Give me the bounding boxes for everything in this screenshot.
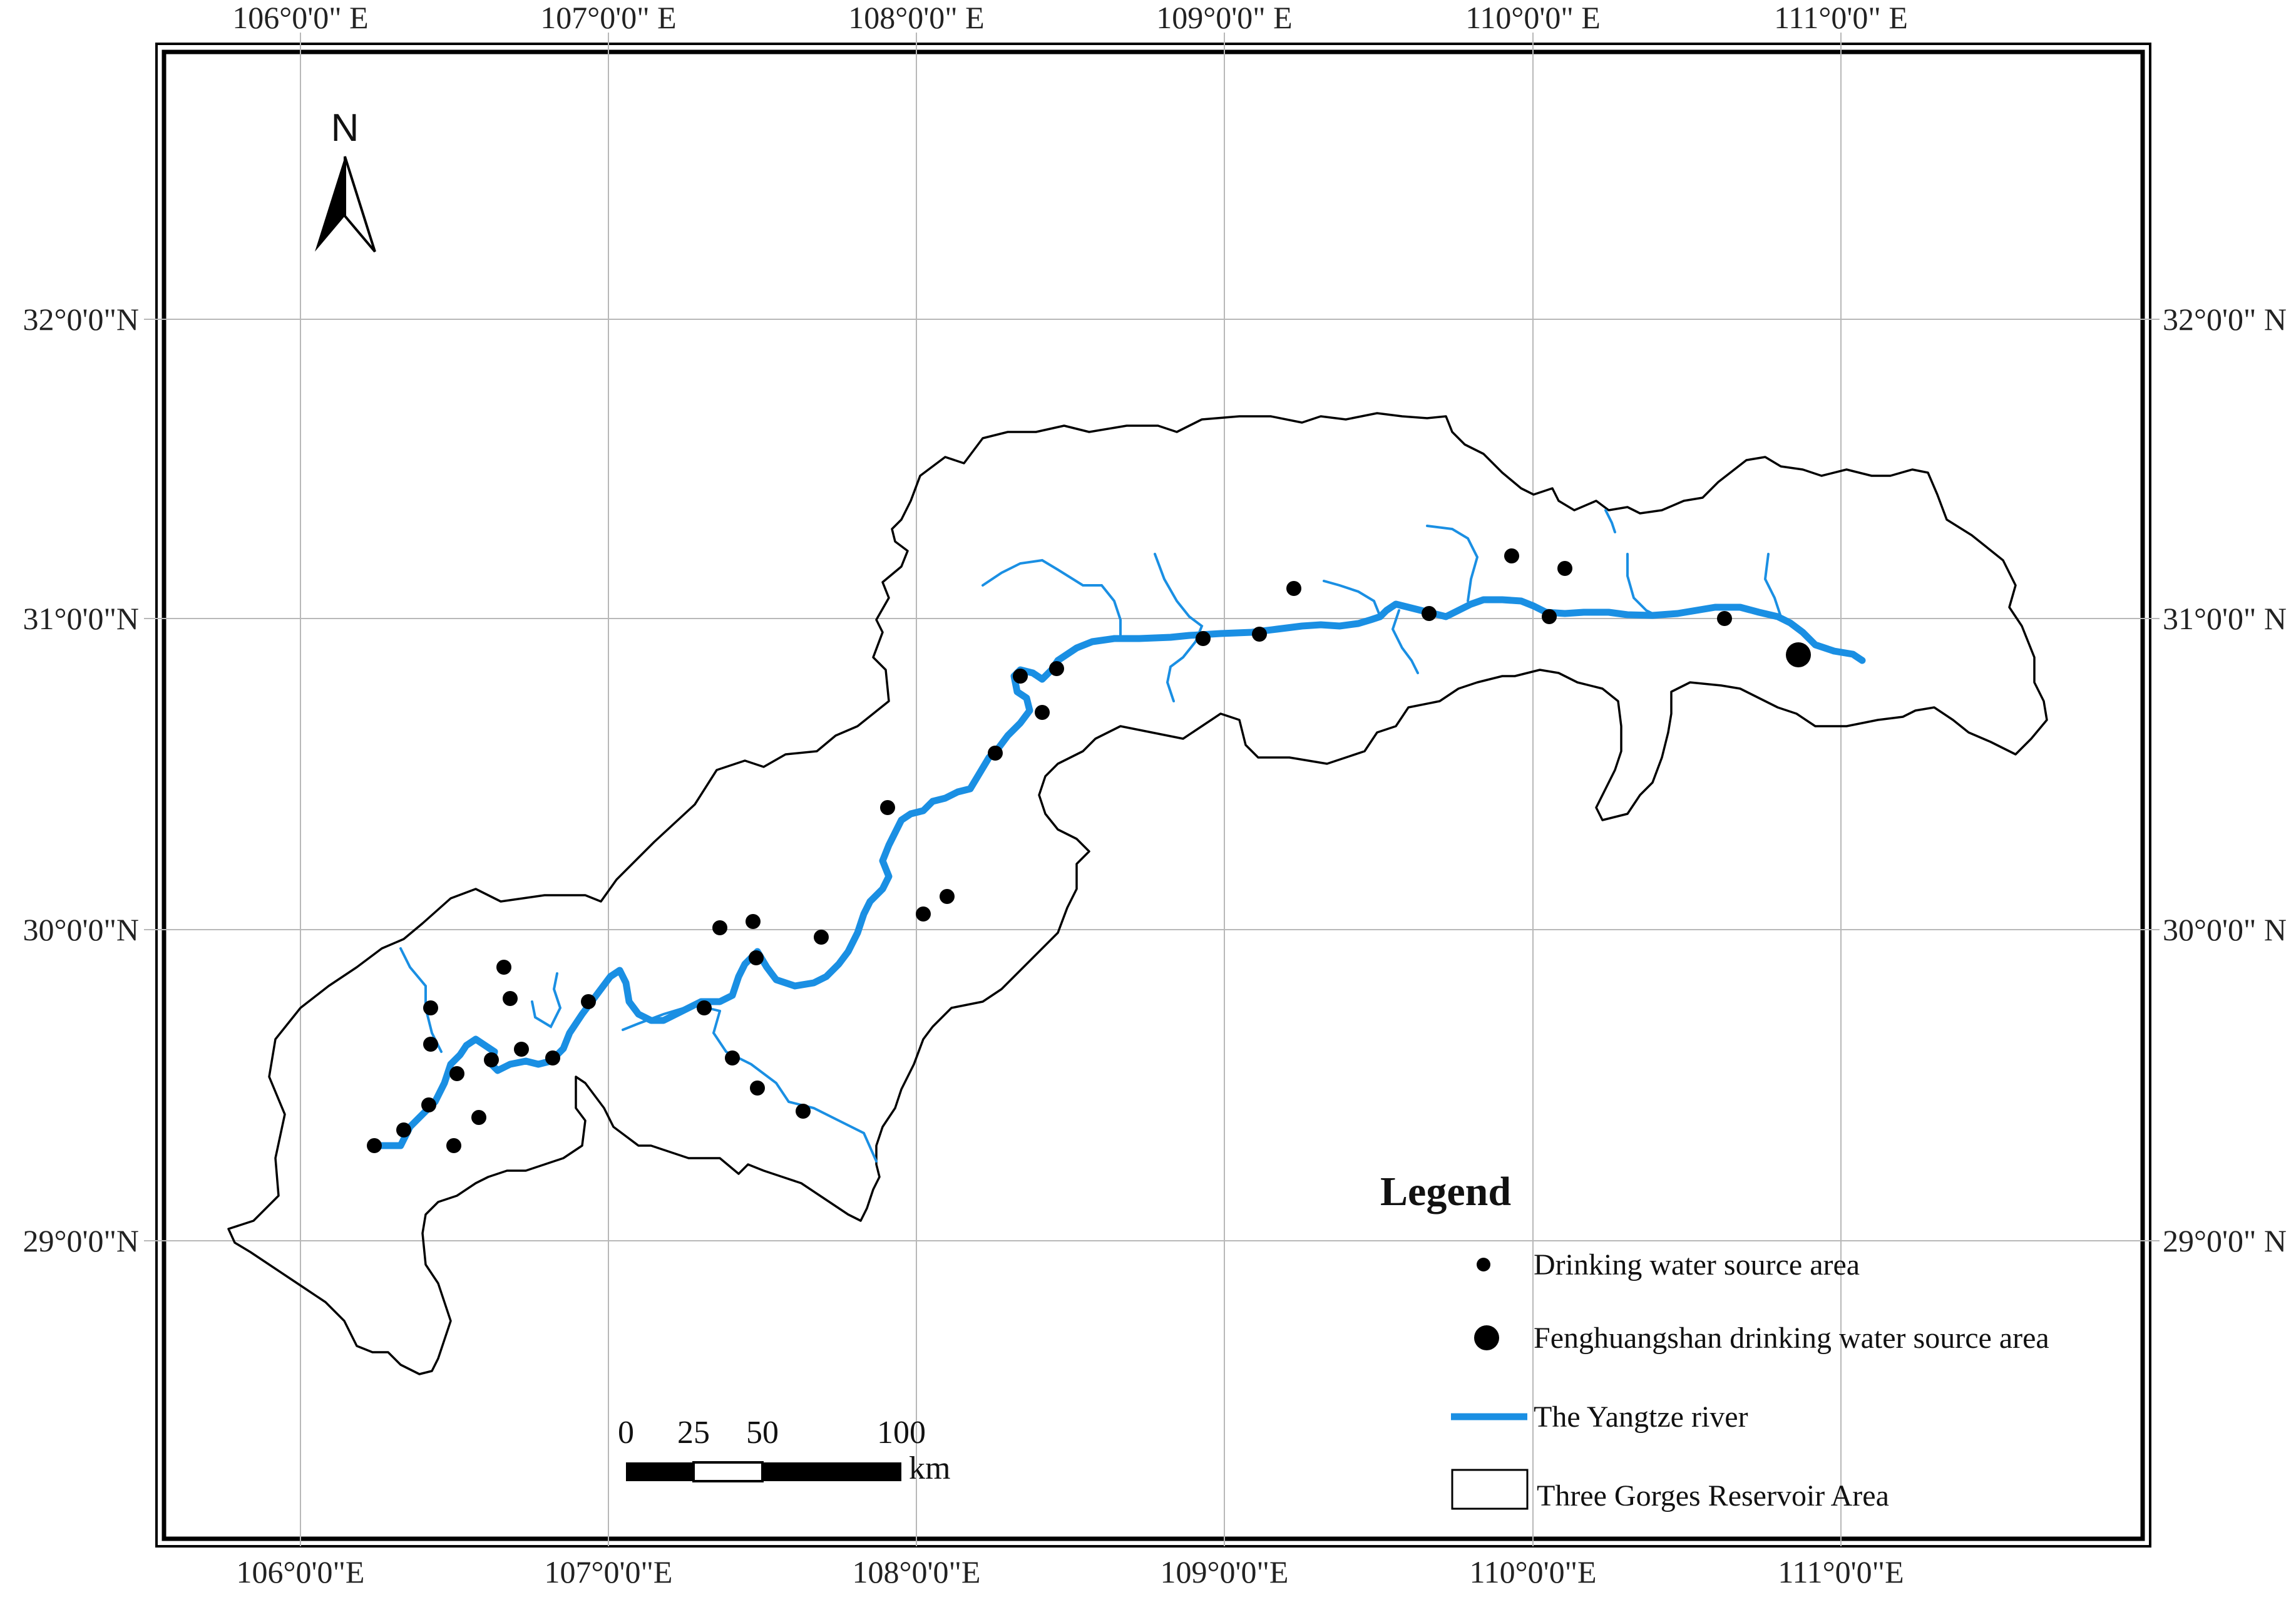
water-source-point bbox=[449, 1066, 464, 1081]
scale-tick-label: 50 bbox=[746, 1415, 779, 1451]
lat-label-right: 30°0'0" N bbox=[2163, 912, 2287, 947]
lon-label-top: 111°0'0" E bbox=[1774, 0, 1908, 35]
legend-item-label: The Yangtze river bbox=[1534, 1400, 1748, 1434]
water-source-point bbox=[1422, 606, 1437, 621]
lon-label-top: 108°0'0" E bbox=[848, 0, 984, 35]
water-source-point bbox=[712, 920, 727, 935]
fenghuangshan-point bbox=[1786, 642, 1811, 667]
water-source-points bbox=[367, 548, 1811, 1153]
water-source-point bbox=[697, 1000, 712, 1015]
lon-label-bottom: 110°0'0"E bbox=[1469, 1554, 1596, 1589]
water-source-point bbox=[484, 1052, 499, 1067]
water-source-point bbox=[1286, 581, 1301, 596]
water-source-point bbox=[749, 950, 764, 965]
water-source-point bbox=[514, 1042, 529, 1057]
reservoir-boundary bbox=[227, 412, 2048, 1375]
lon-label-bottom: 109°0'0"E bbox=[1161, 1554, 1289, 1589]
north-label: N bbox=[331, 106, 359, 150]
water-source-point bbox=[1013, 669, 1028, 684]
lat-label-left: 31°0'0"N bbox=[23, 601, 139, 636]
water-source-point bbox=[1717, 611, 1732, 626]
outer-frame bbox=[155, 43, 2151, 1548]
legend-title: Legend bbox=[1380, 1169, 1511, 1214]
lat-labels-right: 32°0'0" N 31°0'0" N 30°0'0" N 29°0'0" N bbox=[2163, 302, 2287, 1258]
lon-label-top: 109°0'0" E bbox=[1156, 0, 1292, 35]
water-source-point bbox=[423, 1037, 438, 1052]
water-source-point bbox=[471, 1110, 486, 1125]
scale-segment bbox=[692, 1461, 764, 1482]
water-source-point bbox=[916, 906, 931, 922]
water-source-point bbox=[446, 1138, 461, 1153]
lat-label-right: 29°0'0" N bbox=[2163, 1223, 2287, 1258]
tributaries bbox=[399, 509, 1782, 1163]
lon-labels-top: 106°0'0" E 107°0'0" E 108°0'0" E 109°0'0… bbox=[232, 0, 1908, 35]
lon-label-bottom: 107°0'0"E bbox=[545, 1554, 673, 1589]
lon-label-top: 107°0'0" E bbox=[540, 0, 676, 35]
water-source-point bbox=[814, 930, 829, 945]
water-source-point bbox=[367, 1138, 382, 1153]
legend-large-dot-icon bbox=[1474, 1325, 1499, 1350]
lat-label-right: 31°0'0" N bbox=[2163, 601, 2287, 636]
scale-tick-label: 25 bbox=[677, 1415, 710, 1451]
scale-tick-label: 100 bbox=[877, 1415, 926, 1451]
lon-label-bottom: 111°0'0"E bbox=[1778, 1554, 1904, 1589]
water-source-point bbox=[988, 746, 1003, 761]
water-source-point bbox=[796, 1104, 811, 1119]
legend-area-box-icon bbox=[1451, 1469, 1529, 1510]
water-source-point bbox=[503, 991, 518, 1006]
legend-item-label: Fenghuangshan drinking water source area bbox=[1534, 1322, 2049, 1355]
water-source-point bbox=[423, 1000, 438, 1015]
water-source-point bbox=[1196, 631, 1211, 646]
lat-label-left: 32°0'0"N bbox=[23, 302, 139, 337]
water-source-point bbox=[750, 1081, 765, 1096]
water-source-point bbox=[746, 914, 761, 929]
lon-labels-bottom: 106°0'0"E 107°0'0"E 108°0'0"E 109°0'0"E … bbox=[237, 1554, 1904, 1589]
water-source-point bbox=[1252, 627, 1267, 642]
water-source-point bbox=[496, 960, 511, 975]
graticule bbox=[144, 33, 2160, 1546]
water-source-point bbox=[940, 889, 955, 904]
water-source-point bbox=[1049, 661, 1064, 676]
water-source-point bbox=[880, 800, 895, 815]
water-source-point bbox=[1542, 609, 1557, 624]
legend-item-label: Drinking water source area bbox=[1534, 1248, 1860, 1281]
water-source-point bbox=[725, 1050, 740, 1065]
water-source-point bbox=[1035, 705, 1050, 720]
scale-tick-label: 0 bbox=[618, 1415, 634, 1451]
lat-label-right: 32°0'0" N bbox=[2163, 302, 2287, 337]
water-source-point bbox=[421, 1097, 436, 1112]
lat-labels-left: 32°0'0"N 31°0'0"N 30°0'0"N 29°0'0"N bbox=[23, 302, 139, 1258]
legend-small-dot-icon bbox=[1477, 1258, 1490, 1271]
legend-item-label: Three Gorges Reservoir Area bbox=[1537, 1479, 1889, 1512]
water-source-point bbox=[545, 1050, 560, 1065]
water-source-point bbox=[581, 994, 596, 1009]
legend: Legend Drinking water source area Fenghu… bbox=[1380, 1169, 2049, 1512]
scale-unit: km bbox=[909, 1451, 950, 1486]
lon-label-top: 110°0'0" E bbox=[1465, 0, 1601, 35]
water-source-point bbox=[1557, 561, 1572, 576]
north-arrow-icon: N bbox=[315, 106, 376, 253]
lon-label-bottom: 106°0'0"E bbox=[237, 1554, 365, 1589]
scale-segment bbox=[762, 1462, 901, 1481]
scale-segment bbox=[626, 1462, 694, 1481]
lon-label-top: 106°0'0" E bbox=[232, 0, 368, 35]
scale-bar: 0 25 50 100 km bbox=[618, 1415, 950, 1486]
water-source-point bbox=[1504, 548, 1519, 563]
lat-label-left: 29°0'0"N bbox=[23, 1223, 139, 1258]
yangtze-river bbox=[371, 596, 1866, 1149]
water-source-point bbox=[396, 1122, 411, 1137]
lat-label-left: 30°0'0"N bbox=[23, 912, 139, 947]
lon-label-bottom: 108°0'0"E bbox=[853, 1554, 981, 1589]
inner-frame bbox=[161, 49, 2145, 1541]
